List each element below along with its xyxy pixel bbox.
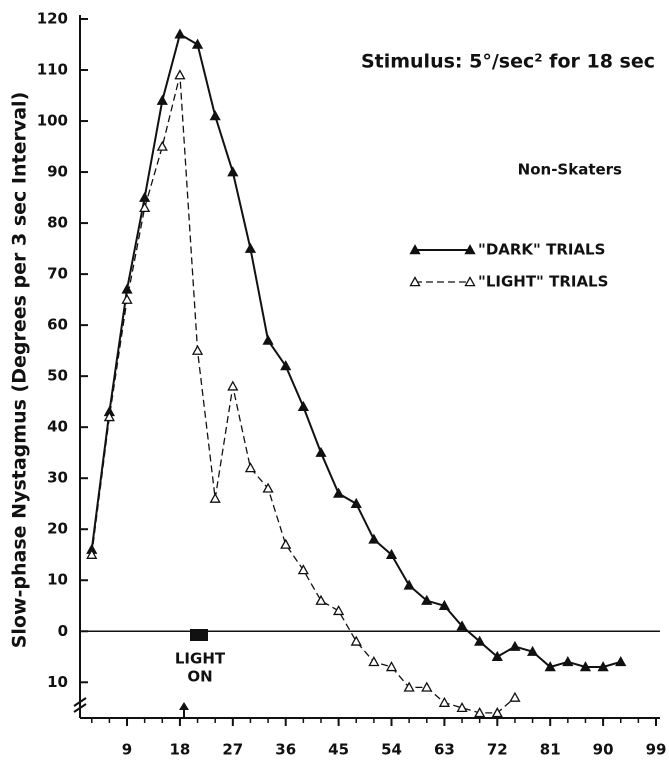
x-tick-label: 90 bbox=[593, 741, 614, 759]
data-point bbox=[191, 344, 204, 355]
data-point bbox=[280, 360, 292, 371]
data-point bbox=[209, 110, 221, 121]
x-tick-label: 81 bbox=[540, 741, 561, 759]
data-point bbox=[121, 283, 133, 294]
data-point bbox=[491, 707, 503, 718]
y-tick-label: 20 bbox=[47, 520, 68, 538]
data-point bbox=[615, 656, 627, 667]
data-point bbox=[86, 548, 98, 559]
data-point bbox=[333, 605, 345, 616]
data-point bbox=[474, 707, 486, 718]
data-point bbox=[174, 28, 186, 39]
data-point bbox=[526, 645, 539, 656]
data-point bbox=[315, 594, 327, 605]
y-tick-label: 120 bbox=[37, 10, 68, 28]
legend-marker bbox=[409, 244, 421, 255]
data-point bbox=[297, 400, 309, 412]
x-tick-label: 72 bbox=[487, 741, 508, 759]
data-point bbox=[156, 94, 168, 105]
data-point bbox=[297, 564, 309, 575]
data-point bbox=[562, 656, 574, 667]
data-point bbox=[315, 446, 327, 457]
data-point bbox=[244, 462, 257, 473]
data-point bbox=[421, 681, 433, 692]
data-point bbox=[385, 548, 398, 559]
y-tick-label: 90 bbox=[47, 163, 68, 181]
data-point bbox=[597, 661, 609, 672]
subtitle: Non-Skaters bbox=[518, 161, 622, 179]
data-point bbox=[121, 293, 133, 304]
data-point bbox=[421, 594, 433, 605]
y-tick-label: 10 bbox=[47, 571, 68, 589]
x-tick-label: 27 bbox=[222, 741, 243, 759]
legend-marker bbox=[409, 276, 421, 287]
data-point bbox=[368, 656, 380, 667]
y-tick-label: 80 bbox=[47, 214, 68, 232]
y-tick-label: 110 bbox=[37, 61, 68, 79]
x-tick-label: 9 bbox=[122, 741, 132, 759]
y-tick-label: 10 bbox=[47, 673, 68, 691]
data-point bbox=[385, 661, 398, 672]
series-line bbox=[90, 32, 622, 669]
data-point bbox=[209, 492, 221, 503]
y-tick-label: 100 bbox=[37, 112, 68, 130]
data-point bbox=[403, 579, 415, 590]
data-point bbox=[244, 242, 257, 253]
data-point bbox=[368, 533, 380, 544]
data-point bbox=[350, 497, 362, 508]
data-point bbox=[156, 140, 168, 151]
data-point bbox=[403, 681, 415, 692]
data-point bbox=[544, 661, 556, 672]
data-point bbox=[509, 640, 521, 651]
y-tick-label: 0 bbox=[58, 622, 68, 640]
data-point bbox=[227, 166, 239, 177]
y-tick-label: 60 bbox=[47, 316, 68, 334]
light-on-annotation: LIGHT ON bbox=[175, 629, 226, 718]
data-point bbox=[474, 635, 486, 646]
data-point bbox=[139, 201, 151, 213]
data-point bbox=[456, 620, 468, 631]
data-point bbox=[509, 691, 521, 702]
data-point bbox=[139, 191, 151, 202]
data-point bbox=[438, 696, 451, 707]
y-tick-label: 40 bbox=[47, 418, 68, 436]
arrow-head bbox=[179, 702, 189, 710]
data-point bbox=[491, 650, 503, 662]
data-point bbox=[456, 701, 468, 713]
chart-title: Stimulus: 5°/sec² for 18 sec bbox=[361, 51, 655, 73]
series-line bbox=[91, 74, 516, 714]
data-point bbox=[438, 599, 451, 611]
y-tick-label: 70 bbox=[47, 265, 68, 283]
data-point bbox=[579, 661, 592, 672]
data-point bbox=[262, 334, 274, 345]
x-tick-label: 18 bbox=[169, 741, 190, 759]
data-point bbox=[262, 482, 274, 493]
annotation-line: ON bbox=[187, 668, 212, 686]
data-point bbox=[174, 69, 186, 80]
legend-label: "LIGHT" TRIALS bbox=[478, 273, 608, 291]
x-tick-label: 36 bbox=[275, 741, 296, 759]
x-tick-label: 54 bbox=[381, 741, 402, 759]
data-point bbox=[350, 635, 362, 646]
legend-label: "DARK" TRIALS bbox=[478, 241, 605, 259]
x-tick-label: 45 bbox=[328, 741, 349, 759]
data-point bbox=[333, 487, 345, 498]
data-point bbox=[103, 411, 115, 422]
annotation-line: LIGHT bbox=[175, 650, 226, 668]
x-tick-label: 99 bbox=[646, 741, 667, 759]
legend-marker bbox=[464, 244, 476, 255]
x-tick-label: 63 bbox=[434, 741, 455, 759]
data-point bbox=[227, 380, 239, 391]
data-point bbox=[280, 538, 292, 549]
y-axis-label: Slow-phase Nystagmus (Degrees per 3 sec … bbox=[9, 92, 31, 649]
y-tick-label: 50 bbox=[47, 367, 68, 385]
data-point bbox=[191, 38, 204, 49]
y-tick-label: 30 bbox=[47, 469, 68, 487]
legend-marker bbox=[464, 276, 476, 287]
